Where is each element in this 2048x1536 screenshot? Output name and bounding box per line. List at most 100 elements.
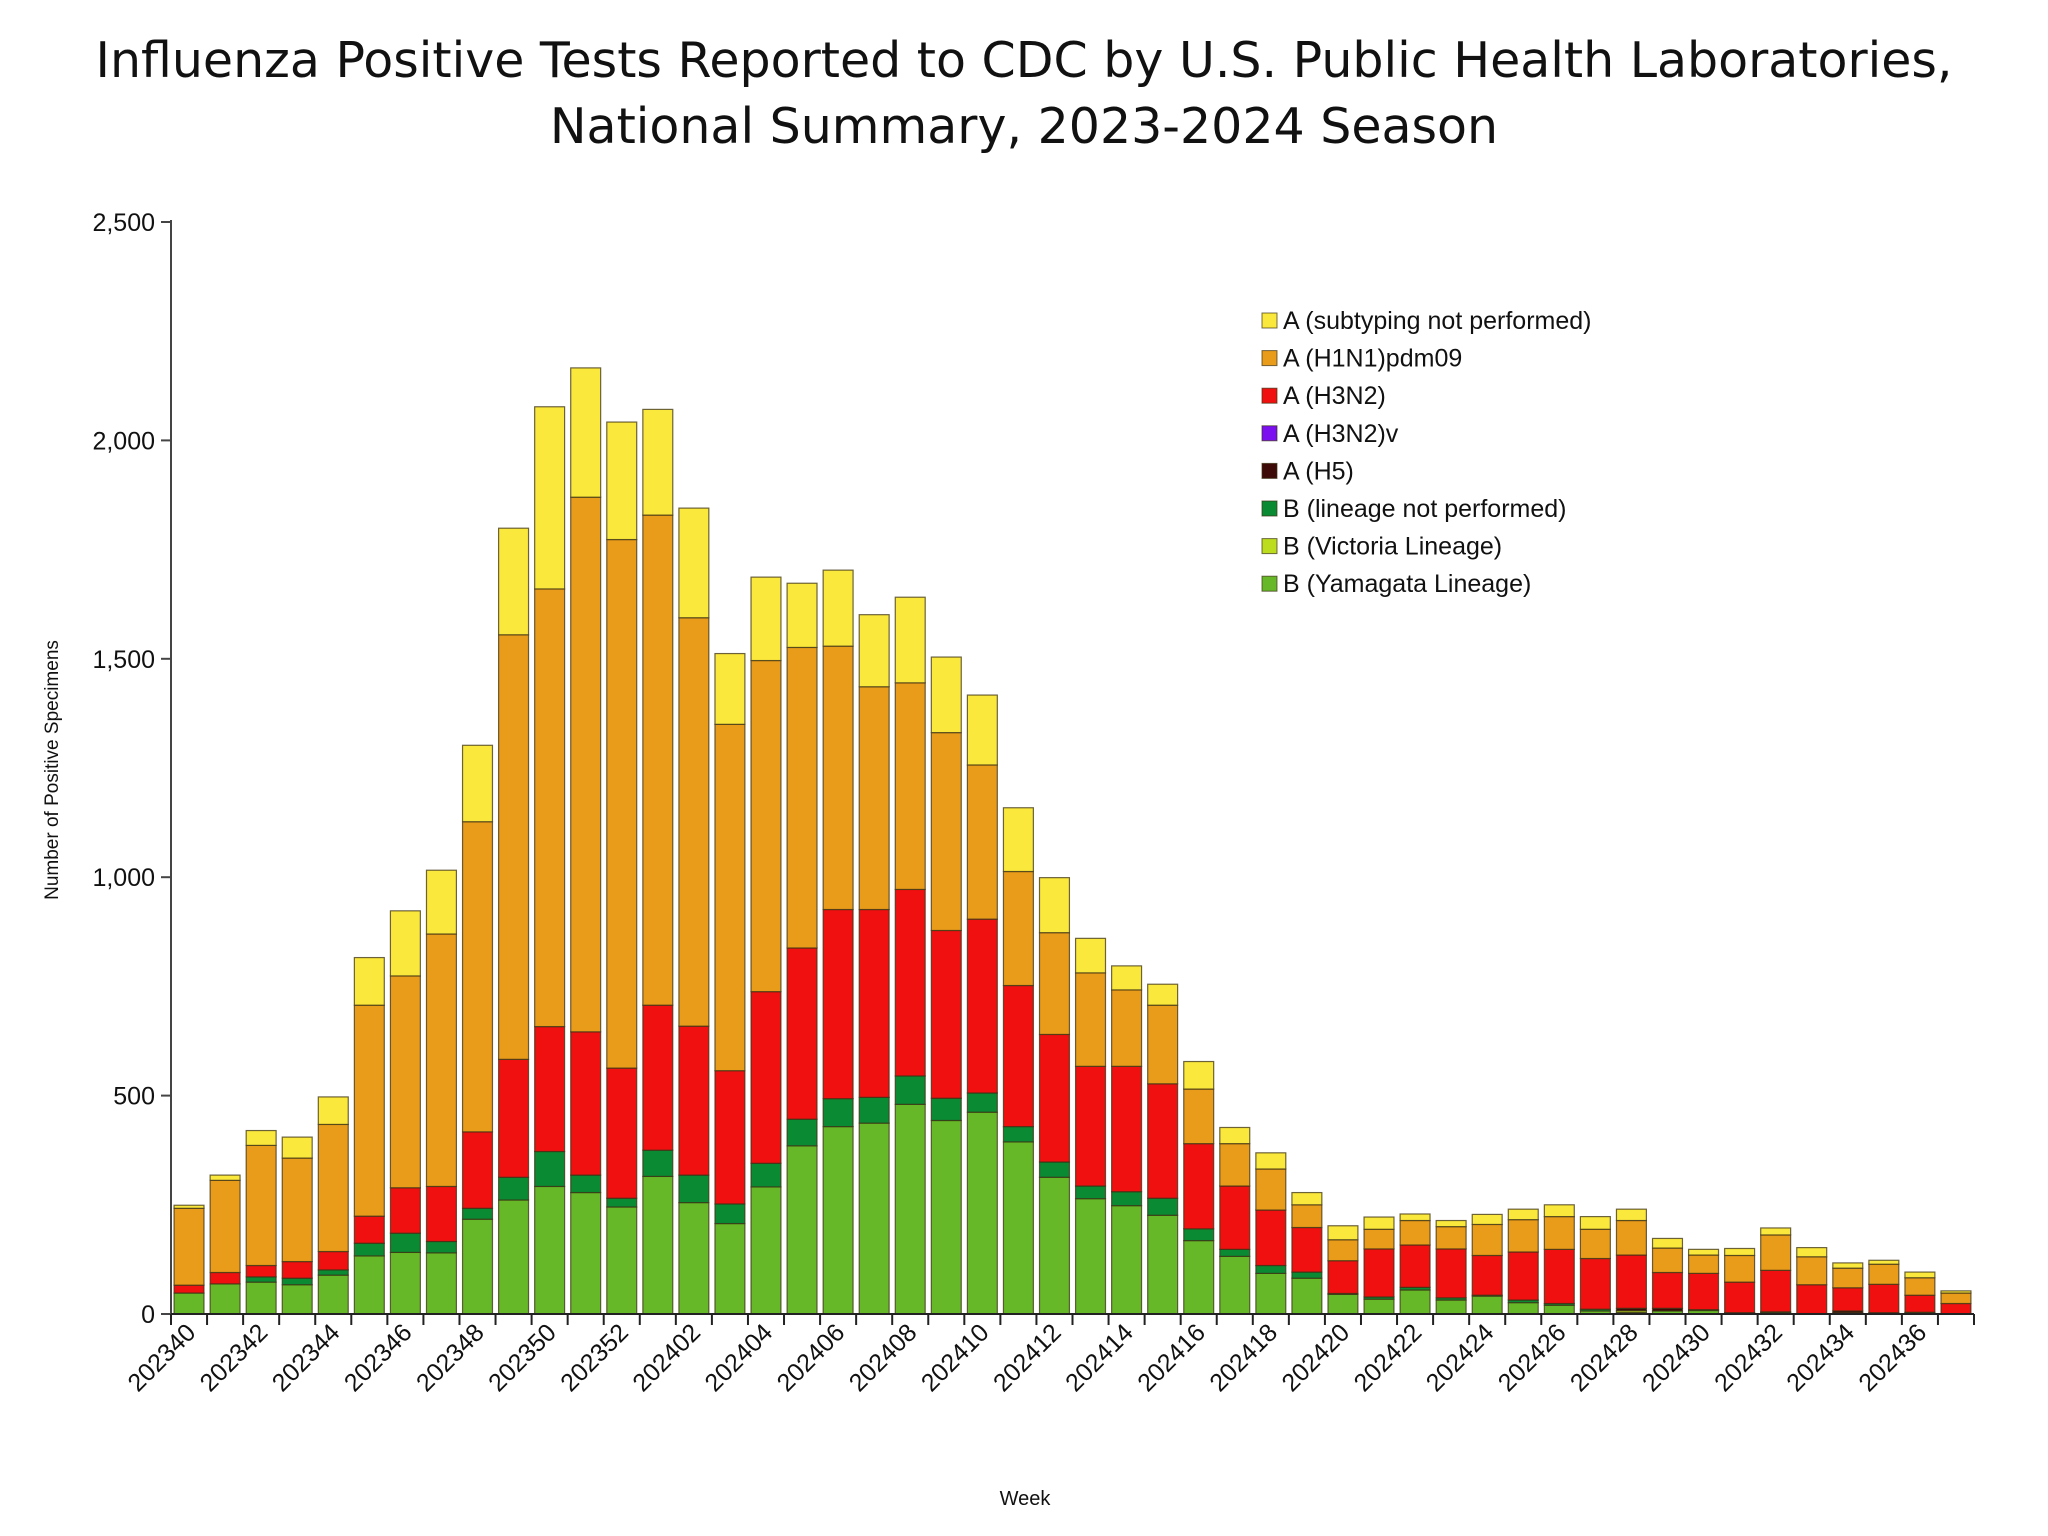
bar-segment: [570, 1191, 602, 1315]
bar-stack-202413: [1074, 937, 1107, 1315]
bar-segment: [1796, 1256, 1828, 1286]
legend-swatch: [1261, 500, 1278, 517]
bar-stack-202430: [1687, 1248, 1720, 1315]
bar-segment: [1507, 1251, 1539, 1301]
bar-segment: [1615, 1254, 1647, 1309]
bar-segment: [1651, 1247, 1684, 1274]
bar-segment: [1074, 972, 1107, 1067]
bar-segment: [353, 1004, 385, 1217]
x-tick-label: 202350: [483, 1318, 562, 1397]
bar-stack-202340: [173, 1204, 205, 1315]
bar-segment: [1687, 1254, 1720, 1274]
bar-segment: [1435, 1226, 1467, 1250]
bar-segment: [1687, 1248, 1720, 1256]
y-tick-label: 500: [113, 1083, 155, 1111]
bar-segment: [389, 1187, 421, 1234]
bar-segment: [894, 596, 926, 684]
bar-segment: [1183, 1143, 1215, 1230]
legend-item: B (Victoria Lineage): [1261, 533, 1502, 561]
bar-segment: [714, 652, 746, 725]
bar-segment: [534, 1150, 566, 1188]
bar-segment: [714, 1203, 746, 1225]
bar-segment: [1111, 1191, 1143, 1207]
bar-segment: [966, 1111, 998, 1315]
bar-segment: [173, 1284, 205, 1294]
bar-segment: [750, 659, 782, 993]
bar-segment: [1904, 1271, 1936, 1279]
x-tick-label: 202416: [1132, 1318, 1211, 1397]
x-tick-label: 202428: [1565, 1318, 1644, 1397]
y-tick-label: 2,000: [92, 427, 155, 455]
bar-segment: [245, 1276, 277, 1283]
bar-stack-202415: [1147, 983, 1179, 1315]
bar-stack-202424: [1471, 1213, 1503, 1315]
bar-segment: [1074, 1198, 1107, 1315]
x-tick-label: 202426: [1493, 1318, 1572, 1397]
bar-segment: [1471, 1213, 1503, 1226]
bar-stack-202427: [1579, 1215, 1611, 1315]
bar-segment: [534, 406, 566, 590]
bar-segment: [930, 1119, 962, 1315]
bar-segment: [425, 1185, 458, 1243]
bar-segment: [461, 1207, 494, 1220]
bar-stack-202421: [1363, 1216, 1395, 1315]
bar-segment: [1363, 1298, 1395, 1315]
bar-segment: [1868, 1283, 1900, 1314]
legend-item: A (H3N2)v: [1261, 420, 1399, 448]
bar-segment: [1687, 1272, 1720, 1311]
bar-segment: [750, 576, 782, 662]
bar-segment: [786, 1145, 818, 1315]
bar-segment: [1219, 1248, 1251, 1257]
bar-segment: [1291, 1271, 1323, 1279]
bar-segment: [894, 682, 926, 891]
bar-segment: [1111, 965, 1143, 991]
bar-stack-202435: [1868, 1259, 1900, 1315]
bar-segment: [1363, 1248, 1395, 1298]
bar-segment: [353, 1242, 385, 1257]
bar-segment: [209, 1283, 241, 1315]
bar-segment: [425, 1252, 458, 1315]
bar-stack-202408: [894, 596, 926, 1315]
bar-segment: [1651, 1237, 1684, 1249]
bar-stack-202432: [1760, 1227, 1792, 1315]
bar-stack-202341: [209, 1174, 241, 1315]
bar-segment: [894, 1103, 926, 1315]
bar-segment: [822, 908, 854, 1100]
bar-segment: [858, 686, 890, 911]
bar-segment: [173, 1204, 205, 1209]
bar-stack-202405: [786, 582, 818, 1315]
bar-segment: [245, 1281, 277, 1315]
bar-stack-202402: [678, 507, 710, 1315]
bar-segment: [1940, 1292, 1972, 1305]
bar-stack-202412: [1038, 877, 1071, 1315]
bar-segment: [1904, 1294, 1936, 1313]
x-tick-label: 202422: [1349, 1318, 1428, 1397]
bar-segment: [570, 496, 602, 1033]
bar-segment: [1760, 1269, 1792, 1313]
bar-segment: [966, 918, 998, 1094]
bar-segment: [750, 1162, 782, 1188]
bar-segment: [534, 588, 566, 1028]
bar-segment: [822, 1126, 854, 1315]
bar-stack-202403: [714, 652, 746, 1315]
bar-segment: [1327, 1225, 1359, 1241]
bar-segment: [317, 1269, 349, 1276]
bar-segment: [353, 1255, 385, 1315]
bar-segment: [1147, 1004, 1179, 1085]
bar-segment: [606, 1067, 638, 1199]
bar-segment: [1543, 1304, 1575, 1315]
bar-segment: [1471, 1254, 1503, 1296]
x-tick-label: 202406: [772, 1318, 851, 1397]
bar-stack-202436: [1904, 1271, 1936, 1315]
bar-segment: [1147, 1083, 1179, 1199]
bar-segment: [1255, 1264, 1287, 1274]
bar-stack-202434: [1832, 1262, 1864, 1315]
bar-segment: [1038, 1161, 1071, 1178]
bar-stack-202350: [534, 406, 566, 1315]
bar-segment: [1002, 1126, 1034, 1143]
bar-segment: [1291, 1191, 1323, 1206]
x-axis-label: Week: [1000, 1488, 1052, 1510]
bar-segment: [281, 1157, 313, 1263]
y-tick-label: 2,500: [92, 209, 155, 237]
bar-segment: [1832, 1262, 1864, 1269]
